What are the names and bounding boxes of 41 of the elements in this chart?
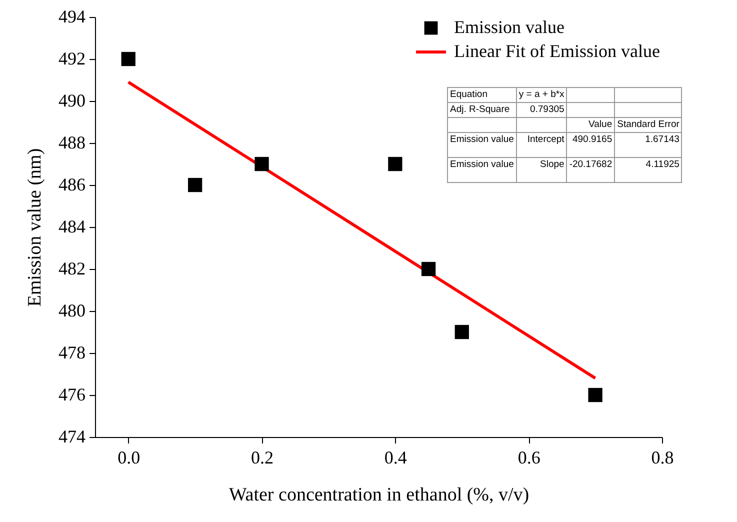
y-tick-label: 492	[58, 48, 86, 68]
point	[388, 156, 402, 172]
y-tick-label: 474	[58, 426, 86, 446]
annotation: Adj. R-Square	[448, 102, 516, 118]
annotation: -20.17682	[566, 158, 615, 182]
legend-label: Linear Fit of Emission value	[454, 41, 660, 61]
y-tick-label: 486	[58, 174, 86, 194]
point	[188, 178, 202, 192]
annotation: Equation	[448, 88, 516, 102]
annotation: 1.67143	[614, 132, 682, 158]
x-tick-label: 0.8	[651, 448, 674, 468]
annotation: Emission value	[448, 158, 516, 182]
point	[454, 324, 469, 340]
x-tick-label: 0.6	[518, 448, 540, 468]
y-tick-label: 478	[58, 342, 86, 362]
point	[421, 262, 436, 276]
annotation: Emission value	[448, 132, 516, 158]
annotation: Standard Error	[614, 118, 682, 132]
point	[588, 388, 602, 402]
annotation: 4.11925	[614, 158, 682, 182]
y-tick-label: 476	[58, 384, 86, 404]
y-axis-title: Emission value (nm)	[24, 148, 46, 307]
y-tick-label: 480	[58, 300, 86, 320]
annotation: Value	[566, 118, 615, 132]
point	[254, 156, 269, 172]
x-tick-label: 0.2	[251, 448, 274, 468]
y-tick-label: 494	[58, 6, 86, 26]
annotation: Intercept	[516, 132, 567, 158]
annotation: y = a + b*x	[516, 88, 567, 102]
legend-label: Emission value	[454, 17, 564, 37]
annotation: Slope	[516, 158, 567, 182]
annotation: 490.9165	[566, 132, 615, 158]
y-tick-label: 484	[58, 216, 86, 236]
y-tick-label: 488	[58, 132, 86, 152]
annotation: 0.79305	[516, 102, 567, 118]
x-tick-label: 0.4	[384, 448, 407, 468]
point	[121, 52, 136, 66]
x-axis-title: Water concentration in ethanol (%, v/v)	[228, 484, 530, 506]
y-tick-label: 482	[58, 258, 86, 278]
y-tick-label: 490	[58, 90, 86, 110]
x-tick-label: 0.0	[118, 448, 140, 468]
